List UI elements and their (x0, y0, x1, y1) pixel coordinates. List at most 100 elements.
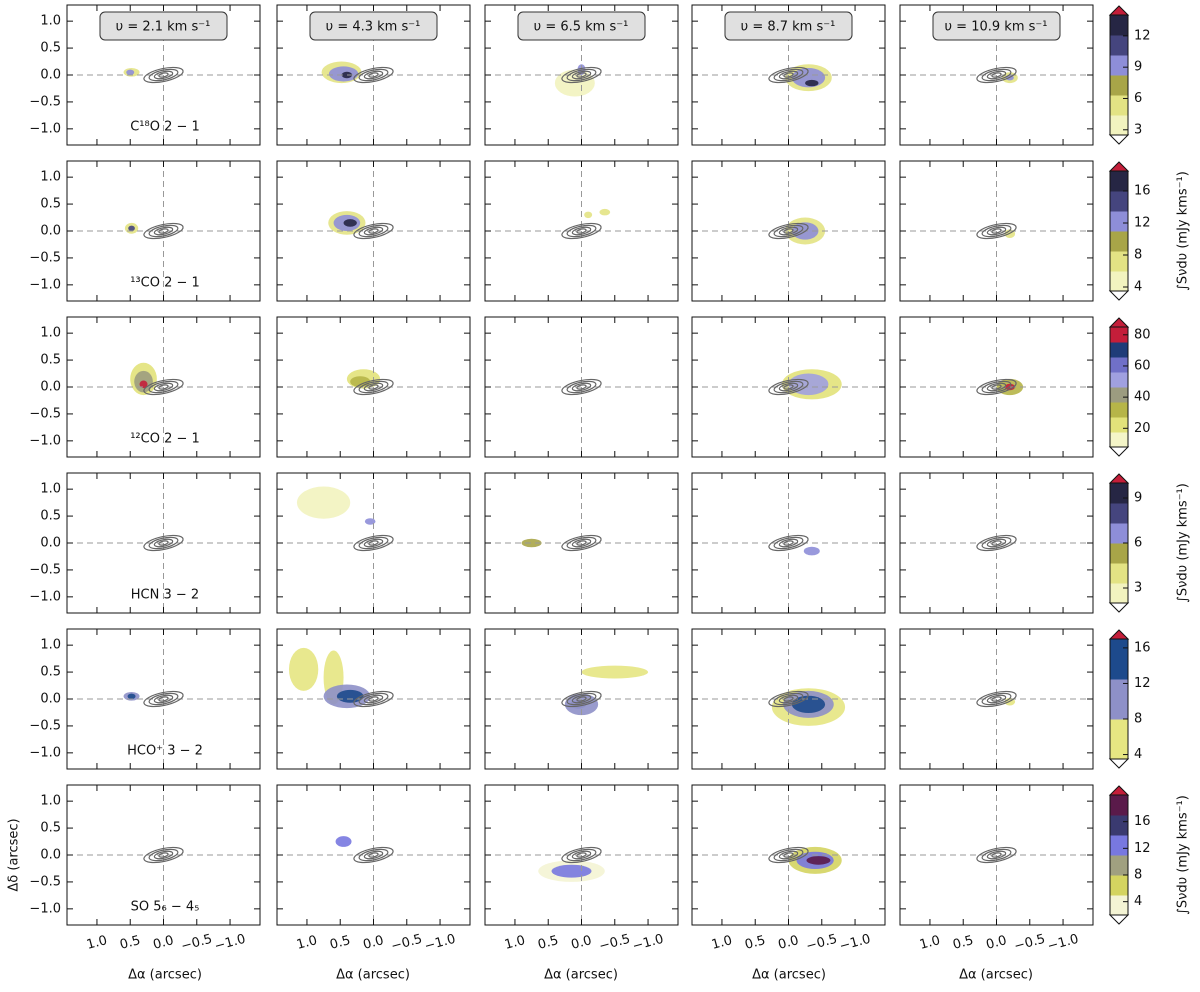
y-axis-label: Δδ (arcsec) (7, 818, 22, 891)
velocity-label: υ = 4.3 km s⁻¹ (326, 20, 421, 35)
continuum-contour (353, 534, 394, 552)
continuum-contour (986, 70, 1007, 80)
colorbar-band (1110, 327, 1128, 343)
continuum-contour (358, 848, 389, 862)
continuum-contour (576, 384, 587, 390)
colorbar-band (1110, 115, 1128, 136)
velocity-box (517, 11, 646, 41)
colorbar-tick-label: 4 (1134, 894, 1142, 909)
continuum-contour (363, 538, 384, 548)
colorbar-tick-label: 80 (1134, 327, 1151, 342)
continuum-contour (358, 224, 389, 238)
continuum-contour (991, 72, 1002, 78)
continuum-contour (143, 534, 184, 552)
continuum-contour (143, 846, 184, 864)
panel: 1.0 0.5 0.0 −0.5−1.0 (899, 784, 1094, 954)
y-tick-label: 0.5 (40, 665, 61, 680)
x-tick-label: 1.0 (918, 933, 942, 953)
y-tick-label: 1.0 (40, 326, 61, 341)
emission-blob (803, 546, 820, 556)
continuum-contour (773, 536, 804, 550)
continuum-contour (158, 228, 169, 234)
x-tick-label: 0.0 (152, 933, 176, 953)
panel (691, 628, 886, 770)
colorbar-extend-under (1108, 446, 1130, 457)
colorbar-band (1110, 835, 1128, 856)
continuum-contour (576, 696, 587, 702)
y-tick-label: −0.5 (29, 406, 61, 421)
emission-blob (343, 219, 357, 227)
y-tick-label: 0.0 (40, 224, 61, 239)
colorbar-band (1110, 417, 1128, 433)
colorbar-band (1110, 55, 1128, 76)
colorbar-band (1110, 679, 1128, 720)
emission-blob (336, 689, 364, 703)
colorbar-extend-over (1108, 785, 1130, 796)
colorbar-extend-under (1108, 758, 1130, 769)
x-tick-label: 0.5 (118, 933, 142, 953)
continuum-contour (768, 378, 809, 396)
panel (276, 628, 471, 770)
continuum-contour (353, 378, 394, 396)
emission-blob (335, 836, 352, 847)
panel: υ = 8.7 km s⁻¹ (691, 4, 886, 146)
colorbar-band (1110, 191, 1128, 212)
y-tick-label: 0.0 (40, 692, 61, 707)
continuum-contour (773, 848, 804, 862)
colorbar-band (1110, 35, 1128, 56)
continuum-contour (783, 228, 794, 234)
colorbar-extend-over (1108, 629, 1130, 640)
continuum-contour (148, 848, 179, 862)
continuum-contour (976, 222, 1017, 240)
colorbar-band (1110, 171, 1128, 192)
continuum-contour (576, 540, 587, 546)
x-axis-label: Δα (arcsec) (336, 968, 410, 983)
emission-blob (364, 518, 376, 525)
colorbar-band (1110, 875, 1128, 896)
panel (276, 160, 471, 302)
colorbar-tick-label: 20 (1134, 421, 1151, 436)
colorbar-band (1110, 211, 1128, 232)
y-tick-label: −1.0 (29, 589, 61, 604)
colorbar-extend-under (1108, 602, 1130, 613)
panel: 1.0 0.5 0.0 −0.5−1.0 (276, 784, 471, 954)
continuum-contour (783, 852, 794, 858)
y-tick-label: −1.0 (29, 901, 61, 916)
continuum-contour (783, 384, 794, 390)
y-tick-label: −1.0 (29, 277, 61, 292)
continuum-contour (571, 382, 592, 392)
continuum-contour (368, 852, 379, 858)
continuum-contour (783, 696, 794, 702)
continuum-contour (363, 226, 384, 236)
colorbar-tick-label: 9 (1134, 60, 1142, 75)
colorbar-band (1110, 372, 1128, 388)
continuum-contour (148, 68, 179, 82)
x-tick-label: 0.5 (328, 933, 352, 953)
colorbar-tick-label: 8 (1134, 712, 1142, 727)
colorbar-band (1110, 563, 1128, 584)
panel: 1.0 0.5 0.0 −0.5 −1.0 ¹³CO 2 − 1 (29, 160, 261, 302)
x-tick-label: 0.0 (362, 933, 386, 953)
continuum-contour (566, 692, 597, 706)
y-tick-label: 1.0 (40, 794, 61, 809)
continuum-contour (358, 380, 389, 394)
colorbar-tick-label: 12 (1134, 28, 1151, 43)
continuum-contour (768, 222, 809, 240)
panel: 1.0 0.5 0.0 −0.5 −1.0 HCO⁺ 3 − 2 (29, 628, 261, 770)
continuum-contour (986, 226, 1007, 236)
line-label: HCN 3 − 2 (131, 588, 199, 603)
continuum-contour (561, 66, 602, 84)
colorbar-tick-label: 9 (1134, 491, 1142, 506)
colorbar-frame (1109, 14, 1129, 136)
colorbar-band (1110, 483, 1128, 504)
x-tick-label: −1.0 (213, 932, 247, 955)
continuum-contour (976, 534, 1017, 552)
colorbar-band (1110, 95, 1128, 116)
line-label: C¹⁸O 2 − 1 (130, 120, 200, 135)
y-tick-label: 0.5 (40, 509, 61, 524)
continuum-contour (991, 228, 1002, 234)
continuum-contour (561, 378, 602, 396)
continuum-contour (981, 536, 1012, 550)
continuum-contour (561, 534, 602, 552)
colorbar-band (1110, 895, 1128, 916)
